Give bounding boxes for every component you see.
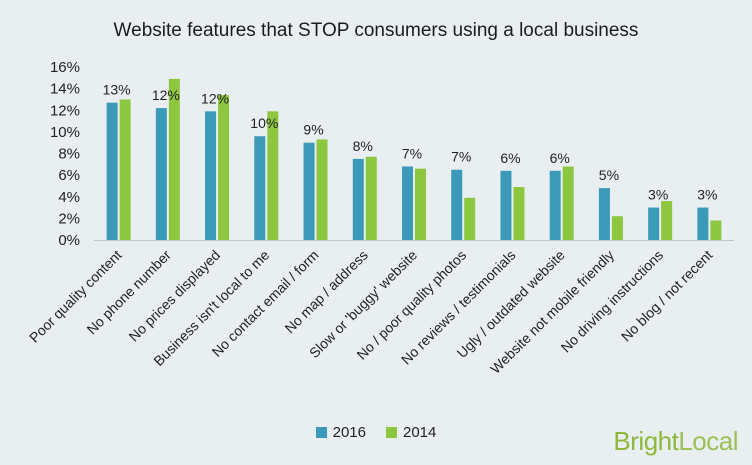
legend-label-2014: 2014 [403,424,437,441]
bar-2014 [661,201,673,240]
data-labels: 13% 12% 12% 10% 9% 8% 7% 7% 6% 6% 5% 3% 3% [103,82,718,203]
x-category-label: No phone number [83,247,174,338]
legend-item-2016: 2016 [315,424,366,441]
x-category-label: No prices displayed [125,247,223,345]
legend: 2016 2014 [0,424,752,441]
data-label: 13% [103,82,131,98]
bar-2014 [464,197,476,240]
bar-2014 [415,168,426,240]
bar-2014 [119,99,131,240]
data-label: 12% [201,90,229,106]
bar-2016 [352,158,364,240]
data-label: 7% [402,145,422,161]
data-label: 9% [303,122,323,138]
y-tick-label: 10% [50,124,80,141]
y-tick-label: 6% [58,167,80,184]
y-tick-label: 2% [58,210,80,227]
bar-2014 [316,139,328,240]
bar-2014 [562,166,574,240]
legend-item-2014: 2014 [386,424,436,441]
bar-2014 [267,111,279,240]
legend-label-2016: 2016 [332,424,366,441]
data-label: 7% [451,149,471,165]
y-tick-label: 14% [50,81,80,98]
y-tick-label: 16% [50,59,80,76]
bar-2014 [168,78,180,240]
bar-2016 [254,136,266,240]
y-tick-label: 0% [58,232,80,249]
bar-2014 [365,156,377,240]
brand-part2: Local [678,426,738,456]
bar-2016 [451,169,463,240]
bar-2016 [549,170,561,240]
bar-2014 [513,187,525,240]
data-label: 6% [500,150,520,166]
data-label: 5% [599,167,619,183]
y-axis-ticks: 0% 2% 4% 6% 8% 10% 12% 14% 16% [50,59,80,249]
data-label: 8% [353,138,373,154]
data-label: 3% [648,187,668,203]
bar-2016 [648,207,660,240]
bar-2016 [598,188,610,240]
bar-2016 [155,108,167,241]
bar-2016 [303,142,315,240]
chart-title: Website features that STOP consumers usi… [113,20,639,41]
x-category-label: No map / address [281,247,370,336]
bar-2016 [205,111,217,240]
bar-2016 [697,207,709,240]
bar-2016 [500,170,512,240]
data-label: 3% [697,187,717,203]
legend-swatch-2014 [386,427,397,438]
x-category-label: No blog / not recent [618,247,716,345]
data-label: 12% [152,87,180,103]
y-tick-label: 12% [50,102,80,119]
legend-swatch-2016 [315,427,327,438]
bar-2014 [710,220,722,240]
bar-2014 [218,95,230,240]
y-tick-label: 8% [58,146,80,163]
bar-2016 [106,102,118,241]
y-tick-label: 4% [58,189,80,206]
brand-part1: Bright [613,426,679,456]
bar-2016 [402,166,413,240]
bars [106,78,722,241]
data-label: 10% [250,115,278,131]
brightlocal-logo: BrightLocal [613,426,738,457]
data-label: 6% [550,150,570,166]
x-category-label: Poor quality content [26,247,125,346]
bar-2014 [611,216,623,240]
